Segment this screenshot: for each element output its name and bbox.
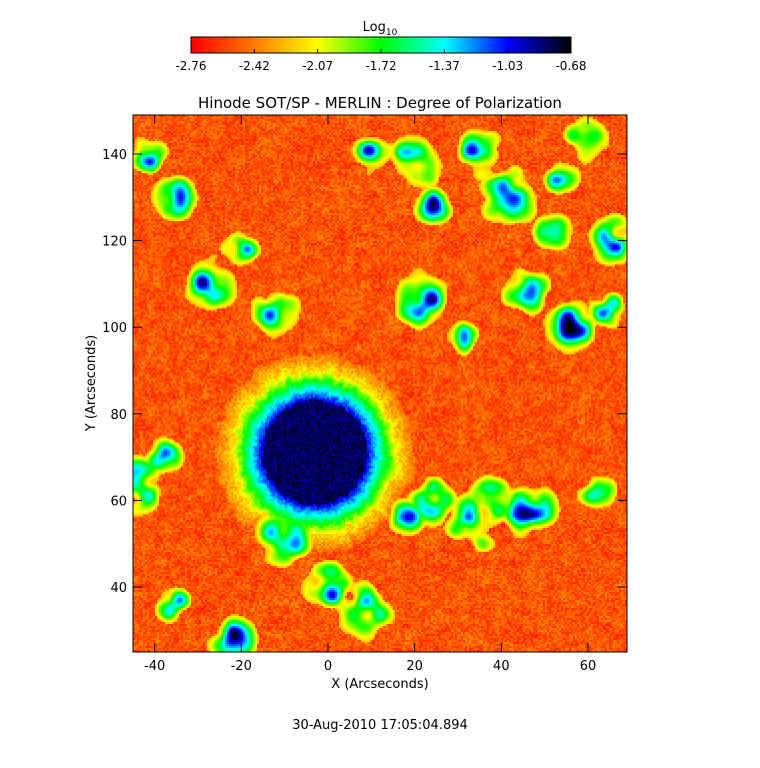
y-tick-label: 80 (110, 408, 127, 423)
colorbar-tick-label: -2.07 (302, 59, 333, 73)
y-tick-label: 60 (110, 494, 127, 509)
colorbar-ticks: -2.76 -2.42 -2.07 -1.72 -1.37 -1.03 -0.68 (175, 49, 587, 73)
chart-title: Hinode SOT/SP - MERLIN : Degree of Polar… (198, 94, 562, 112)
y-tick-label: 100 (102, 321, 127, 336)
colorbar-tick-label: -0.68 (555, 59, 586, 73)
x-axis: -40 -20 0 20 40 60 (144, 115, 596, 674)
x-tick-label: 60 (580, 659, 597, 674)
y-axis: 40 60 80 100 120 140 (102, 148, 627, 596)
x-axis-label: X (Arcseconds) (331, 677, 428, 692)
x-tick-label: 40 (493, 659, 510, 674)
x-tick-label: 20 (406, 659, 423, 674)
colorbar: Log10 -2.76 -2.42 -2.07 -1.72 -1.37 -1.03 -0.6… (175, 20, 586, 73)
y-tick-label: 40 (110, 581, 127, 596)
colorbar-tick-label: -2.76 (175, 59, 206, 73)
x-tick-label: -40 (144, 659, 165, 674)
colorbar-tick-label: -1.37 (429, 59, 460, 73)
plot-area (132, 114, 628, 653)
x-tick-label: -20 (231, 659, 252, 674)
colorbar-tick-label: -1.03 (492, 59, 523, 73)
y-tick-label: 140 (102, 148, 127, 163)
x-tick-label: 0 (324, 659, 332, 674)
plot-frame (132, 114, 628, 653)
footer-timestamp: 30-Aug-2010 17:05:04.894 (292, 718, 468, 733)
y-tick-label: 120 (102, 235, 127, 250)
colorbar-tick-label: -1.72 (365, 59, 396, 73)
colorbar-tick-label: -2.42 (239, 59, 270, 73)
y-axis-label: Y (Arcseconds) (84, 335, 99, 432)
heatmap-image (133, 115, 627, 652)
colorbar-title: Log10 (363, 20, 398, 38)
